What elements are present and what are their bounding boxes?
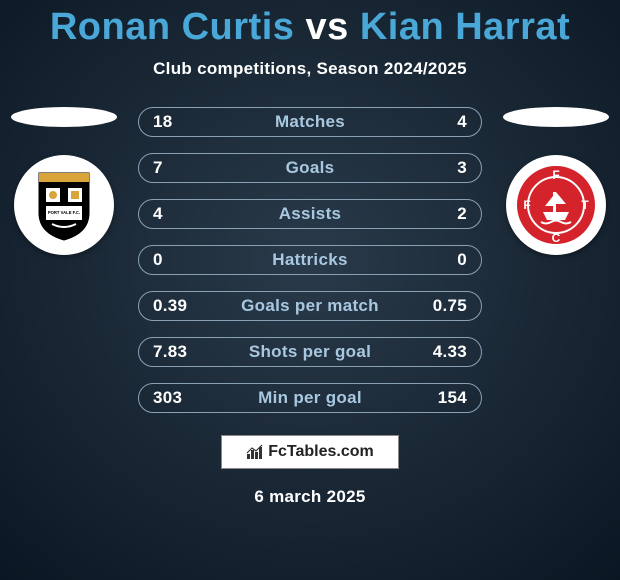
player1-name: Ronan Curtis [50,6,295,48]
svg-text:T: T [581,198,589,212]
stat-label: Goals [213,158,407,178]
player2-name: Kian Harrat [360,6,570,48]
stat-row: 0.39Goals per match0.75 [138,291,482,321]
fleetwood-crest-icon: F T F C [513,162,599,248]
stat-label: Goals per match [213,296,407,316]
logo-text: FcTables.com [268,443,374,461]
stat-value-right: 0.75 [407,296,467,316]
stat-value-left: 0 [153,250,213,270]
stat-row: 7Goals3 [138,153,482,183]
stat-label: Matches [213,112,407,132]
crest-left: PORT VALE F.C. [14,155,114,255]
stats-column: 18Matches47Goals34Assists20Hattricks00.3… [138,107,482,413]
right-column: F T F C [496,107,616,255]
svg-text:PORT VALE F.C.: PORT VALE F.C. [48,210,80,215]
left-column: PORT VALE F.C. [4,107,124,255]
stat-label: Shots per goal [213,342,407,362]
port-vale-crest-icon: PORT VALE F.C. [34,168,94,242]
stat-row: 4Assists2 [138,199,482,229]
svg-text:F: F [523,198,530,212]
page-title: Ronan Curtis vs Kian Harrat [50,6,570,49]
right-colorbar [503,107,609,127]
stat-value-right: 0 [407,250,467,270]
stat-value-right: 4 [407,112,467,132]
svg-text:F: F [552,168,559,182]
content-wrapper: Ronan Curtis vs Kian Harrat Club competi… [0,0,620,580]
stat-row: 7.83Shots per goal4.33 [138,337,482,367]
crest-right: F T F C [506,155,606,255]
vs-text: vs [305,6,348,48]
left-colorbar [11,107,117,127]
stat-value-left: 18 [153,112,213,132]
main-row: PORT VALE F.C. 18Matches47Goals34Assists… [0,107,620,413]
stat-value-left: 303 [153,388,213,408]
date-text: 6 march 2025 [254,487,365,507]
stat-value-left: 7.83 [153,342,213,362]
stat-value-right: 154 [407,388,467,408]
stat-value-right: 4.33 [407,342,467,362]
stat-value-left: 7 [153,158,213,178]
bars-icon [246,443,264,461]
fctables-logo[interactable]: FcTables.com [221,435,399,469]
stat-value-right: 3 [407,158,467,178]
stat-row: 0Hattricks0 [138,245,482,275]
svg-text:C: C [552,231,561,245]
stat-row: 18Matches4 [138,107,482,137]
stat-label: Assists [213,204,407,224]
stat-value-left: 0.39 [153,296,213,316]
subtitle: Club competitions, Season 2024/2025 [153,59,467,79]
stat-row: 303Min per goal154 [138,383,482,413]
stat-value-right: 2 [407,204,467,224]
stat-label: Hattricks [213,250,407,270]
stat-label: Min per goal [213,388,407,408]
stat-value-left: 4 [153,204,213,224]
